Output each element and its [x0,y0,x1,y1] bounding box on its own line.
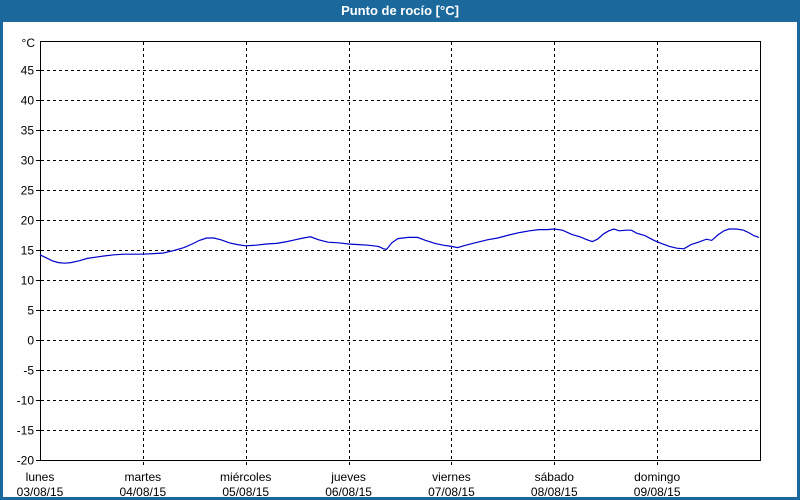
y-tick-label: -5 [23,364,34,378]
y-tick-label: 40 [21,94,35,108]
plot-border [40,41,761,461]
x-date-label: 09/08/15 [634,485,681,499]
y-tick-label: 10 [21,274,35,288]
y-axis-unit-label: °C [22,36,36,50]
x-day-label: miércoles [220,470,271,484]
x-date-label: 05/08/15 [222,485,269,499]
y-tick-label: -15 [17,424,35,438]
x-day-label: domingo [634,470,680,484]
chart-title: Punto de rocío [°C] [341,3,459,18]
y-tick-label: 20 [21,214,35,228]
y-tick-label: 35 [21,124,35,138]
y-tick-label: -10 [17,394,35,408]
y-tick-label: 0 [27,334,34,348]
x-day-label: jueves [330,470,366,484]
y-tick-label: 5 [27,304,34,318]
x-date-label: 08/08/15 [531,485,578,499]
chart-panel: 45 40 35 30 25 20 15 10 5 0 -5 -10 -15 -20 °C lunes 03/0… [3,22,797,499]
x-day-label: viernes [432,470,471,484]
x-date-label: 04/08/15 [119,485,166,499]
x-day-label: lunes [26,470,55,484]
dewpoint-series-line [39,228,760,264]
x-date-label: 07/08/15 [428,485,475,499]
x-date-label: 03/08/15 [17,485,64,499]
y-tick-label: 25 [21,184,35,198]
x-date-label: 06/08/15 [325,485,372,499]
chart-title-bar: Punto de rocío [°C] [0,0,800,22]
x-day-label: martes [125,470,162,484]
y-tick-label: 15 [21,244,35,258]
y-tick-label: 30 [21,154,35,168]
y-tick-label: -20 [17,454,35,468]
x-day-label: sábado [535,470,575,484]
y-tick-label: 45 [21,64,35,78]
